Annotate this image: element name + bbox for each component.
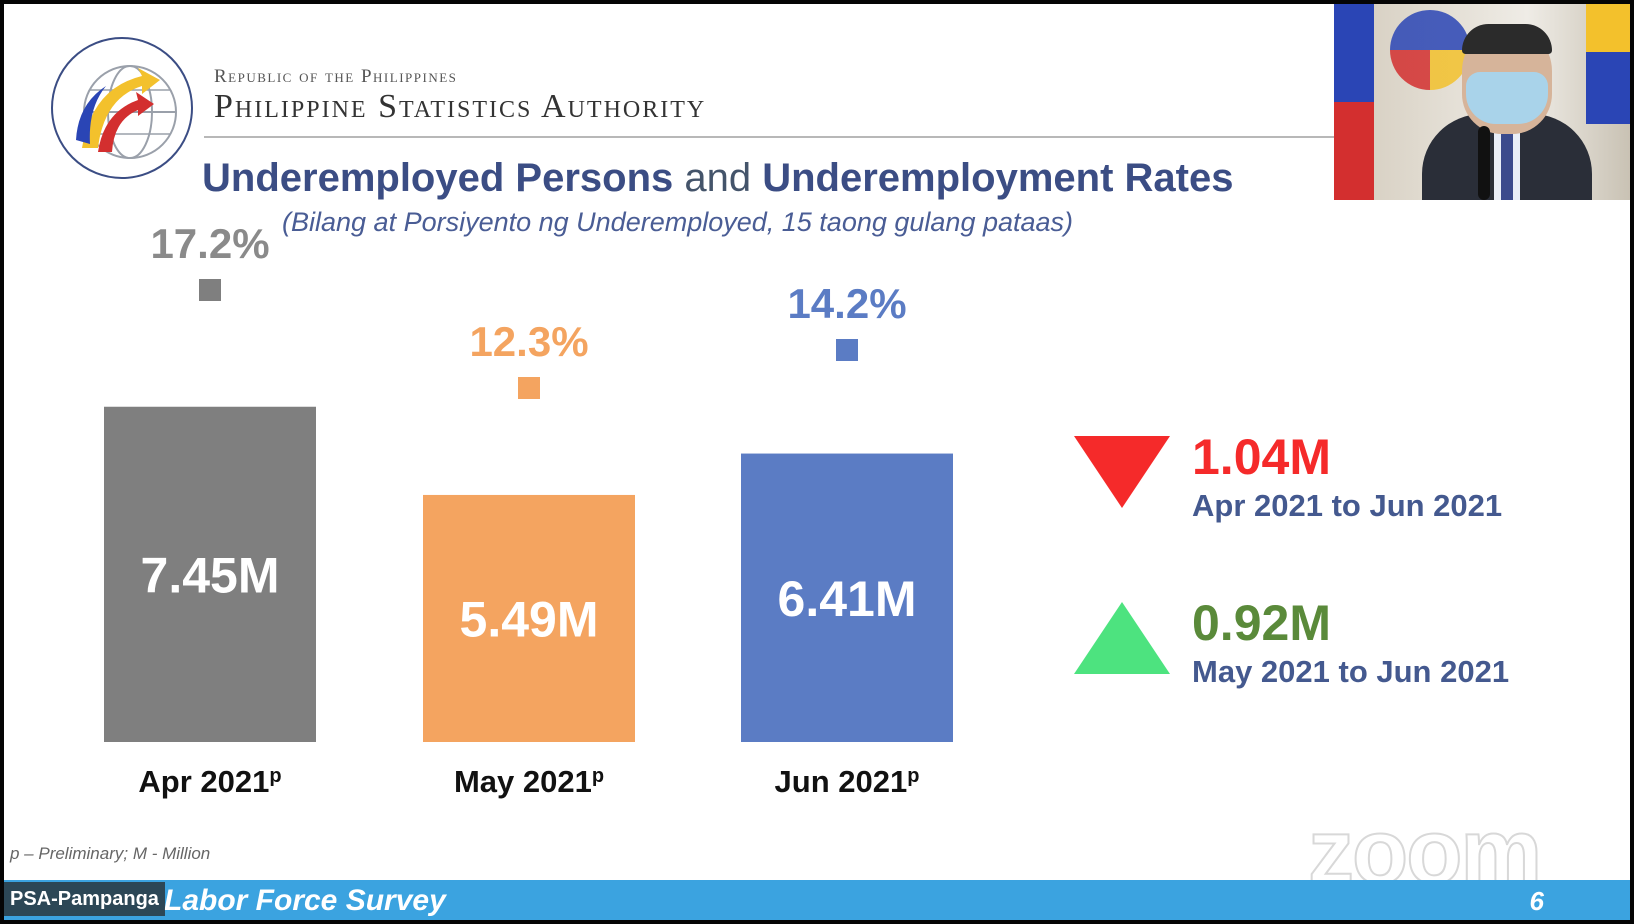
bar-2: [423, 494, 635, 742]
preliminary-superscript: p: [592, 765, 604, 787]
category-label: May 2021p: [454, 764, 604, 799]
bar-value-label: 5.49M: [460, 591, 599, 647]
flag-left: [1334, 4, 1374, 200]
header-divider: [204, 136, 1344, 138]
wall-emblem: [1390, 10, 1470, 90]
rate-label: 17.2%: [150, 220, 269, 267]
triangle-up-icon: [1074, 602, 1170, 674]
rate-label: 14.2%: [787, 280, 906, 327]
preliminary-superscript: p: [269, 765, 281, 787]
underemployment-bar-chart: 7.45M 17.2% Apr 2021p 5.49M 12.3% May 2021p 6.…: [104, 220, 953, 799]
participant-video-tile[interactable]: [1334, 4, 1630, 200]
bar-3: [741, 453, 953, 742]
speaker-hair: [1462, 24, 1552, 54]
flag-right: [1586, 4, 1630, 124]
bar-value-label: 6.41M: [778, 571, 917, 627]
footnote: p – Preliminary; M - Million: [10, 844, 211, 863]
face-mask: [1466, 72, 1548, 124]
footer-title: Labor Force Survey: [164, 884, 446, 917]
agency-name: Philippine Statistics Authority: [214, 88, 707, 125]
change-period: Apr 2021 to Jun 2021: [1192, 488, 1503, 523]
title-part-rates: Underemployment Rates: [762, 156, 1234, 200]
speaker-tie: [1501, 122, 1513, 200]
category-label: Apr 2021p: [138, 764, 281, 799]
page-number: 6: [1529, 886, 1544, 916]
change-value: 1.04M: [1192, 429, 1331, 485]
republic-heading: Republic of the Philippines: [214, 66, 458, 87]
title-part-persons: Underemployed Persons: [202, 156, 674, 200]
rate-marker: [199, 279, 221, 301]
rate-marker: [518, 377, 540, 399]
change-period: May 2021 to Jun 2021: [1192, 654, 1510, 689]
psa-seal-logo: [51, 37, 193, 179]
triangle-down-icon: [1074, 436, 1170, 508]
rate-marker: [836, 339, 858, 361]
preliminary-superscript: p: [907, 765, 919, 787]
rate-label: 12.3%: [469, 318, 588, 365]
footer-bar: Labor Force Survey 6: [4, 880, 1630, 920]
chart-subtitle: (Bilang at Porsiyento ng Underemployed, …: [282, 207, 1074, 237]
presentation-slide: Republic of the Philippines Philippine S…: [4, 4, 1630, 920]
title-part-and: and: [673, 156, 763, 200]
bar-1: [104, 406, 316, 742]
category-label: Jun 2021p: [775, 764, 920, 799]
bar-value-label: 7.45M: [141, 547, 280, 603]
chart-title: Underemployed Persons and Underemploymen…: [202, 156, 1233, 201]
change-value: 0.92M: [1192, 595, 1331, 651]
participant-name-tag: PSA-Pampanga: [4, 882, 165, 916]
microphone-icon: [1478, 126, 1490, 200]
